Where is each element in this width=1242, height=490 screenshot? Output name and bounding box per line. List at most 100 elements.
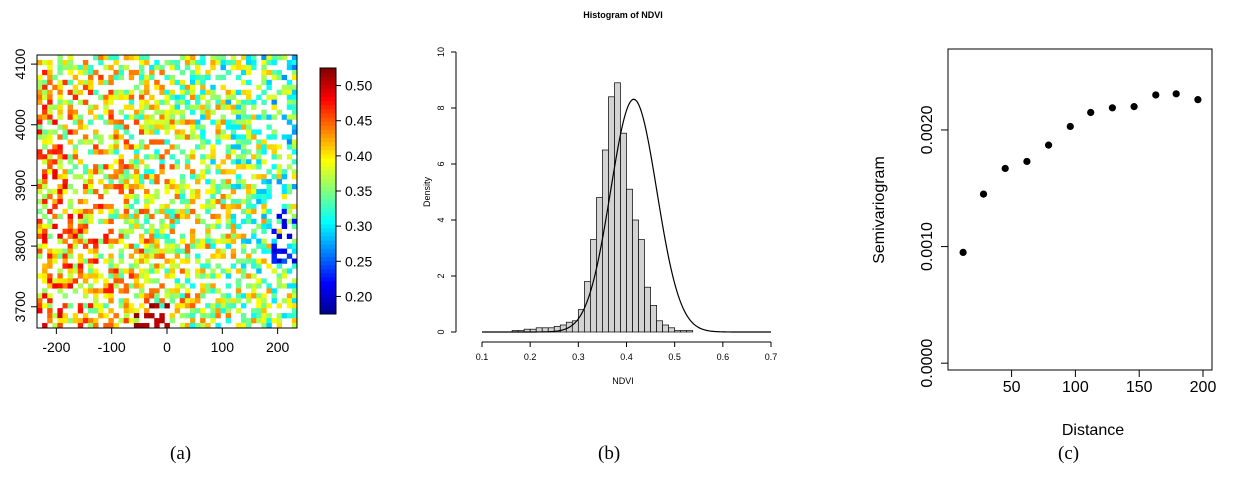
heatmap-cell bbox=[103, 119, 109, 125]
heatmap-cell bbox=[118, 109, 124, 115]
heatmap-cell bbox=[103, 233, 109, 239]
heatmap-cell bbox=[57, 233, 63, 239]
heatmap-cell bbox=[164, 233, 170, 239]
heatmap-cell bbox=[108, 283, 114, 289]
heatmap-cell bbox=[240, 318, 247, 324]
heatmap-cell bbox=[47, 318, 53, 324]
data-point bbox=[1087, 108, 1095, 117]
heatmap-cell bbox=[240, 114, 247, 120]
heatmap-cell bbox=[62, 278, 68, 284]
heatmap-cell bbox=[200, 218, 206, 225]
heatmap-cell bbox=[184, 253, 191, 259]
y-tick-label: 0.0020 bbox=[919, 105, 936, 154]
heatmap-cell bbox=[98, 218, 104, 225]
heatmap-cell bbox=[200, 293, 206, 299]
heatmap-cell bbox=[205, 258, 211, 264]
heatmap-cell bbox=[47, 223, 53, 230]
heatmap-cell bbox=[108, 208, 114, 215]
heatmap-cell bbox=[42, 179, 48, 185]
heatmap-cell bbox=[195, 74, 201, 81]
heatmap-cell bbox=[159, 159, 165, 165]
heatmap-cell bbox=[189, 313, 196, 319]
heatmap-cell bbox=[52, 144, 58, 150]
heatmap-cell bbox=[103, 149, 109, 155]
heatmap-cell bbox=[98, 303, 104, 309]
heatmap-cell bbox=[37, 134, 43, 140]
heatmap-cell bbox=[215, 248, 221, 254]
heatmap-cell bbox=[113, 323, 119, 329]
heatmap-cell bbox=[133, 243, 140, 249]
heatmap-cell bbox=[246, 298, 252, 304]
heatmap-cell bbox=[286, 139, 293, 145]
heatmap-cell bbox=[256, 238, 262, 244]
heatmap-cell bbox=[47, 79, 53, 86]
colorbar-segment bbox=[320, 137, 336, 143]
colorbar-segment bbox=[320, 150, 336, 155]
heatmap-cell bbox=[164, 74, 170, 81]
heatmap-cell bbox=[42, 323, 48, 329]
heatmap-cell bbox=[144, 313, 150, 319]
heatmap-cell bbox=[164, 189, 170, 195]
heatmap-cell bbox=[113, 149, 119, 155]
heatmap-cell bbox=[128, 55, 135, 61]
heatmap-cell bbox=[256, 144, 262, 150]
heatmap-cell bbox=[144, 124, 150, 130]
heatmap-cell bbox=[154, 228, 160, 234]
heatmap-cell bbox=[154, 318, 160, 324]
heatmap-cell bbox=[184, 243, 191, 249]
heatmap-cell bbox=[261, 55, 267, 61]
heatmap-cell bbox=[128, 193, 135, 200]
histogram-bar bbox=[656, 320, 663, 333]
heatmap-cell bbox=[174, 109, 181, 115]
heatmap-cell bbox=[184, 119, 191, 125]
heatmap-cell bbox=[235, 223, 242, 230]
heatmap-cell bbox=[42, 154, 48, 160]
histogram-bars bbox=[511, 82, 694, 333]
histogram-bar bbox=[680, 330, 688, 333]
heatmap-cell bbox=[128, 74, 135, 81]
heatmap-cell bbox=[118, 258, 124, 264]
heatmap-cell bbox=[251, 308, 257, 314]
colorbar-segment bbox=[320, 211, 336, 216]
heatmap-cell bbox=[179, 268, 186, 274]
heatmap-cell bbox=[47, 218, 53, 225]
heatmap-cell bbox=[291, 124, 298, 130]
y-tick-label: 3900 bbox=[12, 170, 28, 201]
heatmap-cell bbox=[205, 228, 211, 234]
heatmap-cell bbox=[174, 283, 181, 289]
heatmap-cell bbox=[169, 243, 175, 249]
heatmap-cell bbox=[123, 298, 130, 304]
heatmap-cell bbox=[118, 238, 124, 244]
heatmap-cell bbox=[225, 273, 232, 279]
heatmap-cell bbox=[93, 248, 99, 254]
heatmap-cell bbox=[235, 258, 242, 264]
heatmap-cell bbox=[164, 208, 170, 215]
heatmap-cell bbox=[108, 238, 114, 244]
heatmap-cell bbox=[215, 55, 221, 61]
heatmap-cell bbox=[138, 223, 145, 230]
heatmap-cell bbox=[108, 218, 114, 225]
heatmap-cell bbox=[291, 203, 298, 210]
heatmap-cell bbox=[98, 313, 104, 319]
heatmap-cell bbox=[200, 124, 206, 130]
heatmap-cell bbox=[230, 119, 237, 125]
heatmap-cell bbox=[159, 253, 165, 259]
colorbar-tick-label: 0.45 bbox=[345, 113, 372, 129]
heatmap-cell bbox=[240, 55, 247, 61]
heatmap-cell bbox=[281, 208, 288, 215]
heatmap-cell bbox=[138, 179, 145, 185]
heatmap-cell bbox=[291, 129, 298, 135]
heatmap-cell bbox=[77, 213, 84, 220]
colorbar-segment bbox=[320, 281, 336, 286]
heatmap-cell bbox=[113, 159, 119, 165]
colorbar-segment bbox=[320, 158, 336, 163]
heatmap-cell bbox=[205, 283, 211, 289]
heatmap-cell bbox=[195, 119, 201, 125]
heatmap-cell bbox=[281, 189, 288, 195]
heatmap-cell bbox=[246, 159, 252, 165]
heatmap-cell bbox=[195, 253, 201, 259]
heatmap-cell bbox=[87, 79, 94, 86]
heatmap-cell bbox=[98, 94, 104, 100]
heatmap-cell bbox=[47, 69, 53, 76]
heatmap-cell bbox=[118, 228, 124, 234]
